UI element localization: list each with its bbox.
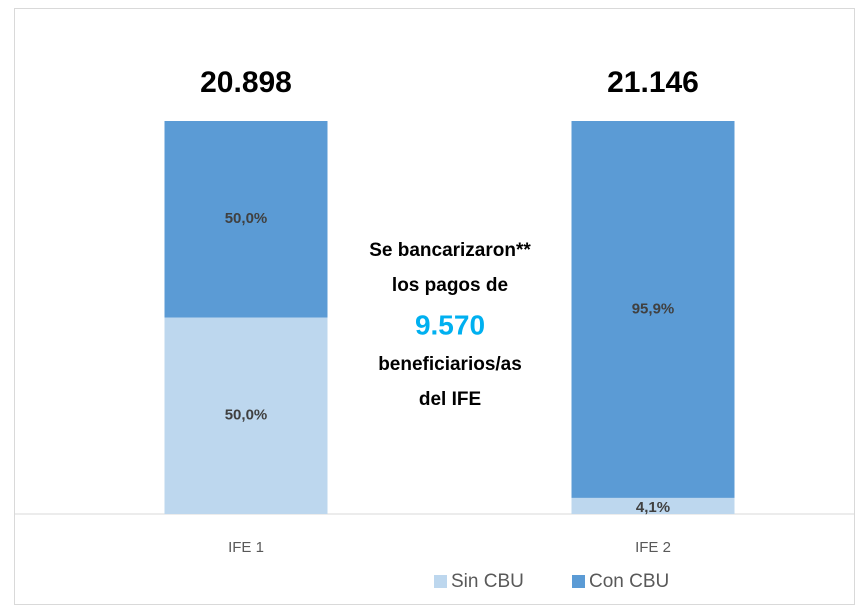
bar-segment	[164, 317, 328, 514]
legend-label: Sin CBU	[451, 571, 524, 592]
bar-segment	[164, 121, 328, 318]
total-label: 20.898	[200, 66, 292, 99]
data-label: 50,0%	[225, 210, 268, 227]
legend-swatch	[572, 575, 585, 588]
data-label: 50,0%	[225, 407, 268, 424]
x-tick-label: IFE 2	[635, 539, 671, 556]
x-tick-label: IFE 1	[228, 539, 264, 556]
data-label: 95,9%	[632, 300, 675, 317]
data-label: 4,1%	[636, 499, 670, 516]
legend-label: Con CBU	[589, 571, 669, 592]
bar-segment	[571, 497, 735, 514]
annotation: beneficiarios/as	[378, 354, 522, 375]
annotation: del IFE	[419, 389, 481, 410]
annotation: Se bancarizaron**	[369, 240, 531, 261]
legend-swatch	[434, 575, 447, 588]
total-label: 21.146	[607, 66, 699, 99]
bar-segment	[571, 121, 735, 498]
annotation: 9.570	[415, 309, 485, 340]
annotation: los pagos de	[392, 275, 508, 296]
